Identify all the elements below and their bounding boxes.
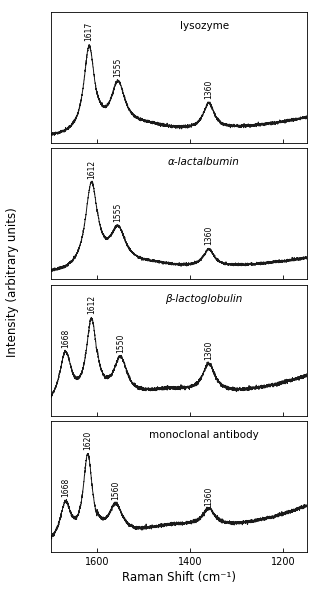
- Text: 1617: 1617: [85, 22, 94, 41]
- Text: 1360: 1360: [204, 226, 213, 245]
- Text: 1560: 1560: [111, 481, 120, 500]
- Text: 1360: 1360: [204, 340, 213, 360]
- Text: 1668: 1668: [61, 329, 70, 348]
- Text: 1668: 1668: [61, 478, 70, 497]
- Text: 1555: 1555: [113, 202, 123, 221]
- Text: α-lactalbumin: α-lactalbumin: [168, 157, 240, 167]
- Text: 1555: 1555: [113, 57, 123, 77]
- Text: 1620: 1620: [83, 431, 92, 451]
- X-axis label: Raman Shift (cm⁻¹): Raman Shift (cm⁻¹): [122, 571, 235, 584]
- Text: lysozyme: lysozyme: [179, 21, 229, 31]
- Text: Intensity (arbitrary units): Intensity (arbitrary units): [6, 207, 19, 357]
- Text: 1360: 1360: [204, 79, 213, 98]
- Text: 1550: 1550: [116, 333, 125, 353]
- Text: β-lactoglobulin: β-lactoglobulin: [166, 294, 243, 304]
- Text: 1612: 1612: [87, 160, 96, 179]
- Text: 1360: 1360: [204, 487, 213, 506]
- Text: monoclonal antibody: monoclonal antibody: [149, 430, 259, 440]
- Text: 1612: 1612: [87, 295, 96, 314]
